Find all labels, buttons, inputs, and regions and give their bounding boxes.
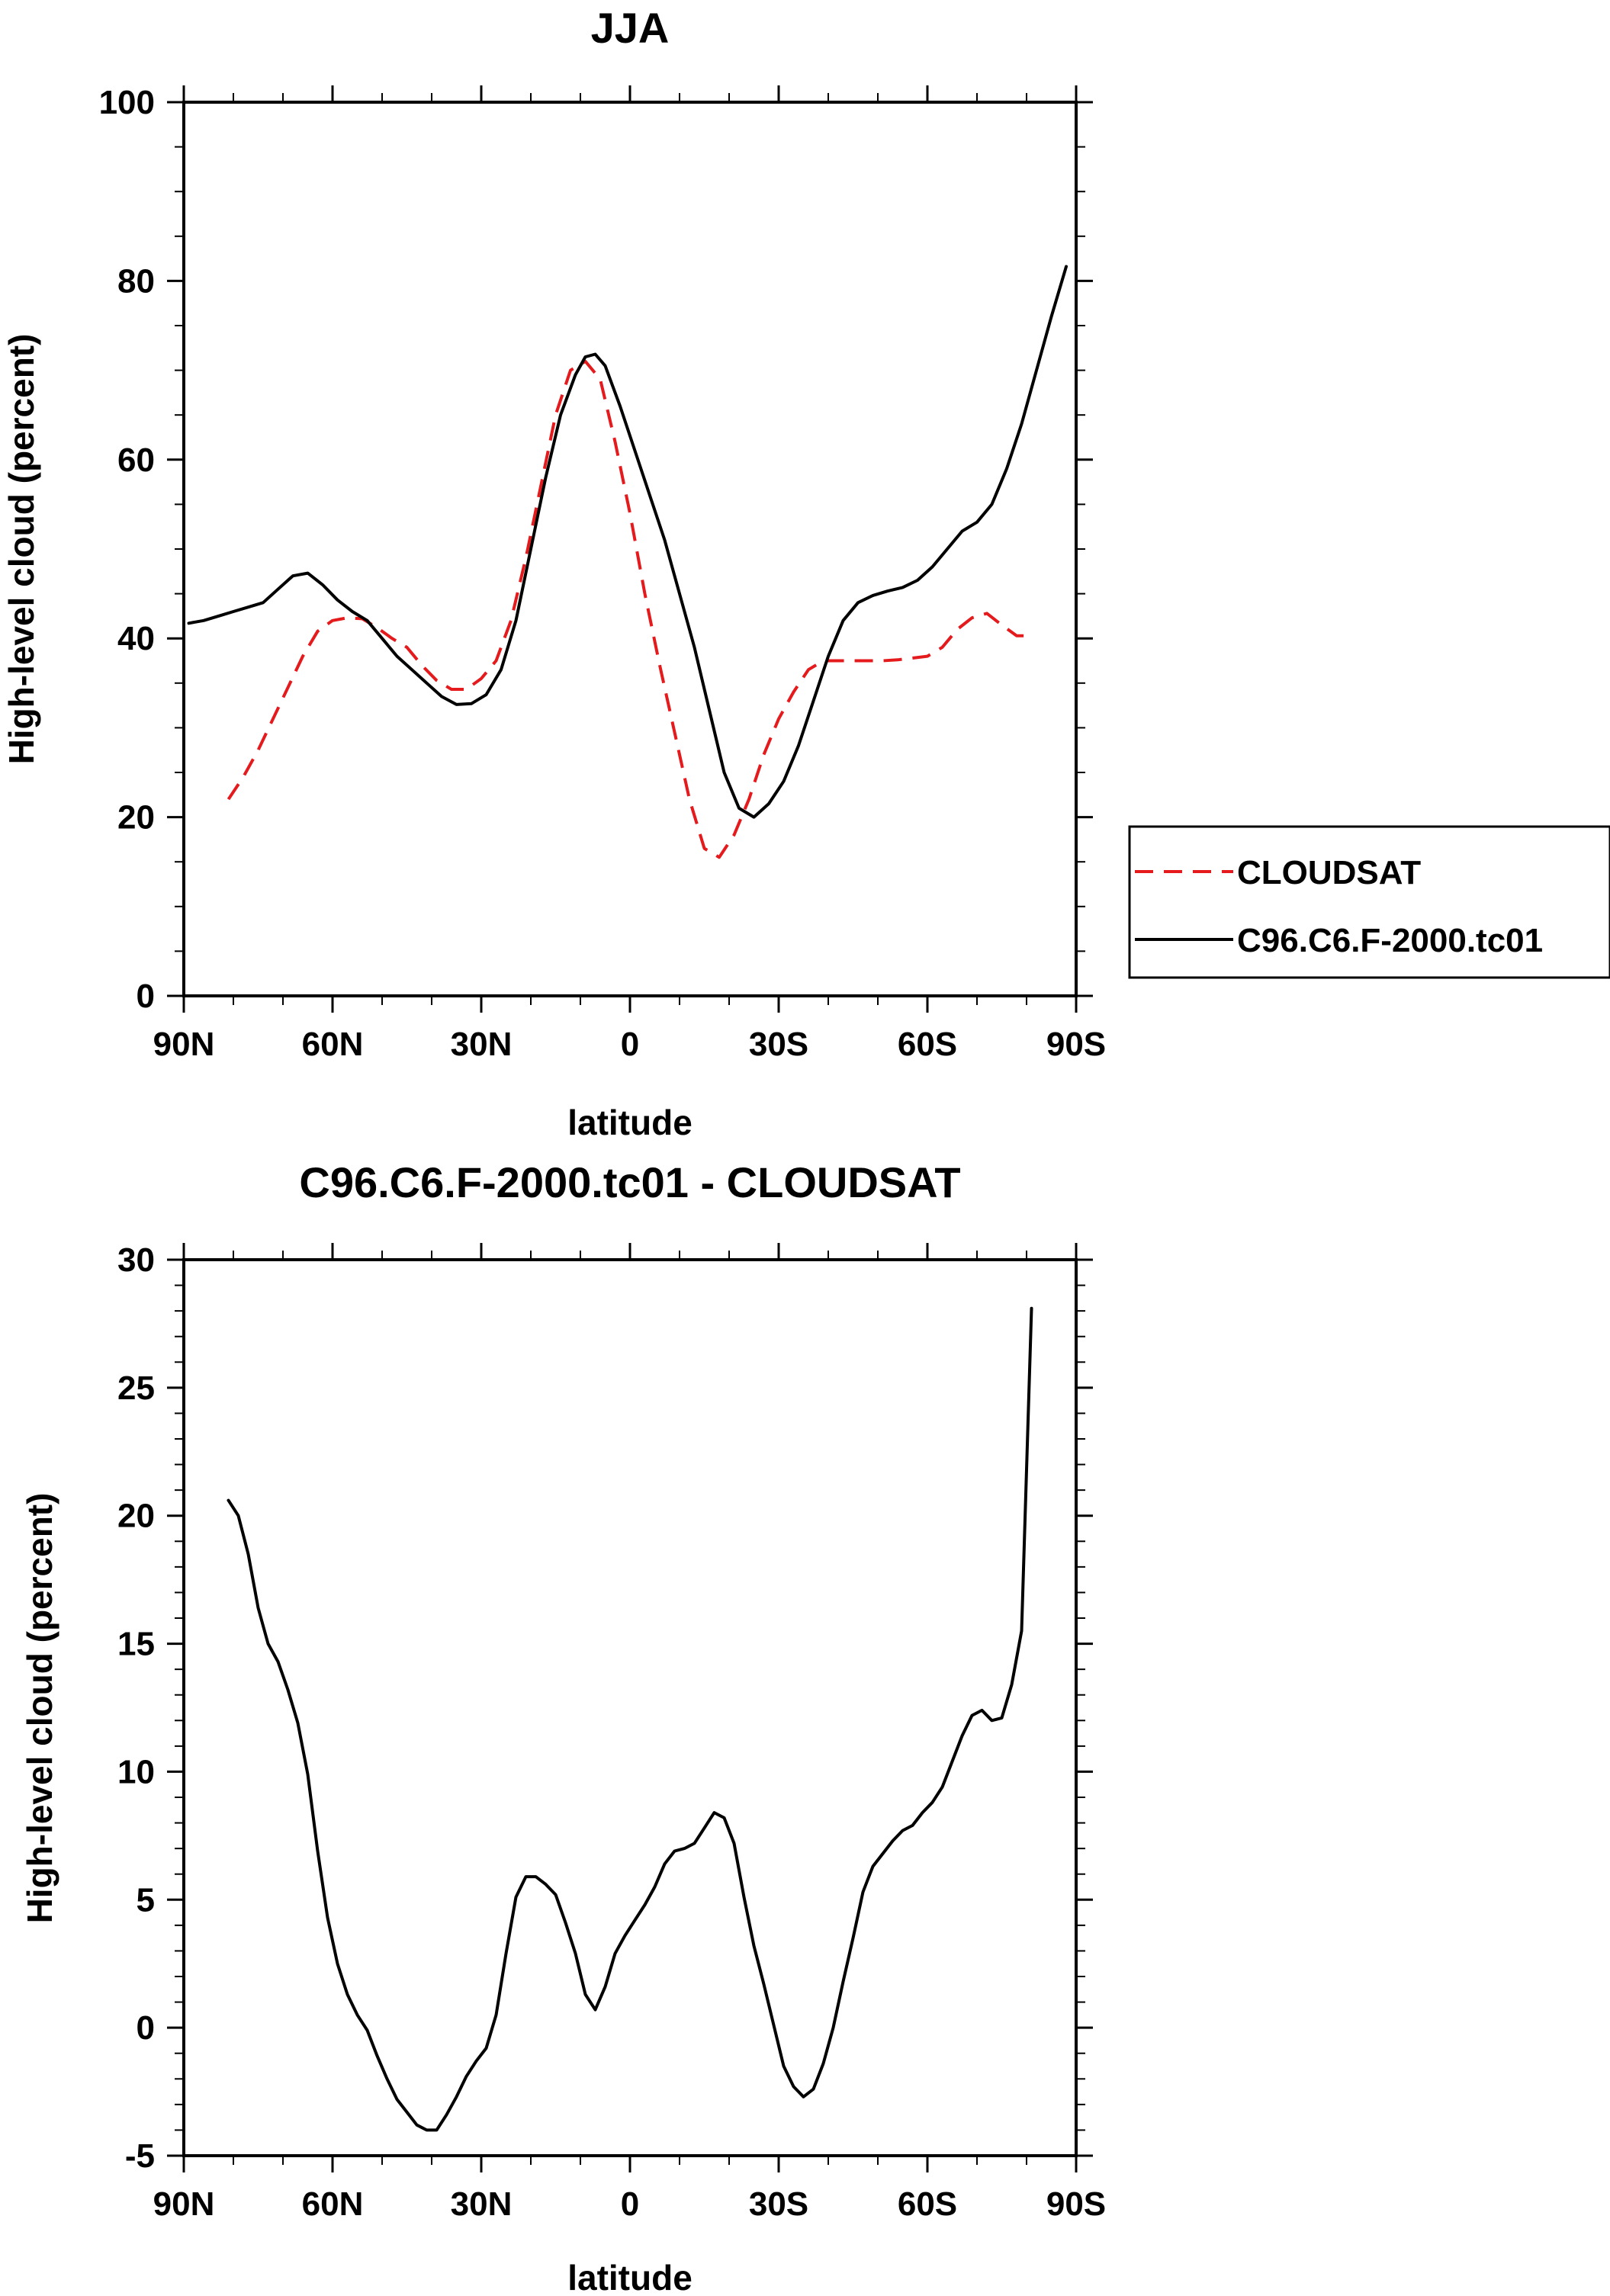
y-tick-label: 30 — [117, 1241, 155, 1279]
y-tick-labels: -5 0 5 10 15 20 25 30 — [117, 1241, 155, 2175]
x-tick-label: 90S — [1046, 1026, 1106, 1063]
tick-marks — [167, 1243, 1093, 2172]
chart-title: JJA — [591, 4, 670, 52]
y-tick-label: 60 — [117, 442, 155, 479]
y-tick-label: 100 — [99, 84, 155, 121]
x-tick-label: 60N — [302, 1026, 364, 1063]
y-tick-label: 40 — [117, 620, 155, 657]
y-axis-label: High-level cloud (percent) — [2, 334, 41, 765]
x-tick-label: 30N — [451, 1026, 513, 1063]
y-tick-label: 20 — [117, 1498, 155, 1535]
x-axis-label: latitude — [567, 1103, 693, 1142]
x-tick-labels: 90N 60N 30N 0 30S 60S 90S — [153, 1026, 1107, 1063]
chart-title: C96.C6.F-2000.tc01 - CLOUDSAT — [299, 1158, 960, 1206]
x-tick-label: 60S — [898, 1026, 957, 1063]
x-axis-label: latitude — [567, 2258, 693, 2296]
plot-frame — [182, 101, 1078, 997]
y-tick-label: 10 — [117, 1753, 155, 1790]
y-tick-labels: 0 20 40 60 80 100 — [99, 84, 155, 1015]
x-tick-label: 60N — [302, 2185, 364, 2223]
x-tick-label: 0 — [621, 2185, 639, 2223]
plot-series — [227, 1306, 1033, 2132]
x-tick-label: 30S — [749, 1026, 808, 1063]
y-tick-label: 25 — [117, 1370, 155, 1407]
y-tick-label: 20 — [117, 799, 155, 837]
panel-top-jja: JJA 0 20 40 60 80 100 90N 60N 30N 0 30S 60S 90S lat… — [2, 4, 1610, 1142]
series-line-c96-c6-f-2000-tc01 — [187, 265, 1068, 819]
series-line-difference — [227, 1306, 1033, 2132]
x-tick-label: 60S — [898, 2185, 957, 2223]
y-tick-label: 15 — [117, 1626, 155, 1663]
x-tick-labels: 90N 60N 30N 0 30S 60S 90S — [153, 2185, 1107, 2223]
x-tick-label: 90S — [1046, 2185, 1106, 2223]
plot-frame — [182, 1258, 1078, 2157]
legend-label-model: C96.C6.F-2000.tc01 — [1237, 922, 1543, 959]
y-tick-label: 0 — [137, 978, 155, 1015]
y-tick-label: -5 — [125, 2137, 155, 2175]
y-tick-label: 5 — [137, 1881, 155, 1919]
x-tick-label: 0 — [621, 1026, 639, 1063]
y-tick-label: 80 — [117, 262, 155, 300]
x-tick-label: 30N — [451, 2185, 513, 2223]
plot-series — [187, 265, 1068, 859]
x-tick-label: 90N — [153, 1026, 215, 1063]
x-tick-label: 90N — [153, 2185, 215, 2223]
panel-bottom-difference: C96.C6.F-2000.tc01 - CLOUDSAT -5 0 5 10 15 20… — [20, 1158, 1106, 2296]
y-tick-label: 0 — [137, 2009, 155, 2047]
tick-marks — [167, 85, 1093, 1013]
y-axis-label: High-level cloud (percent) — [20, 1493, 59, 1924]
legend-label-cloudsat: CLOUDSAT — [1237, 854, 1421, 891]
legend: CLOUDSAT C96.C6.F-2000.tc01 — [1128, 825, 1610, 979]
x-tick-label: 30S — [749, 2185, 808, 2223]
legend-box — [1128, 825, 1610, 979]
